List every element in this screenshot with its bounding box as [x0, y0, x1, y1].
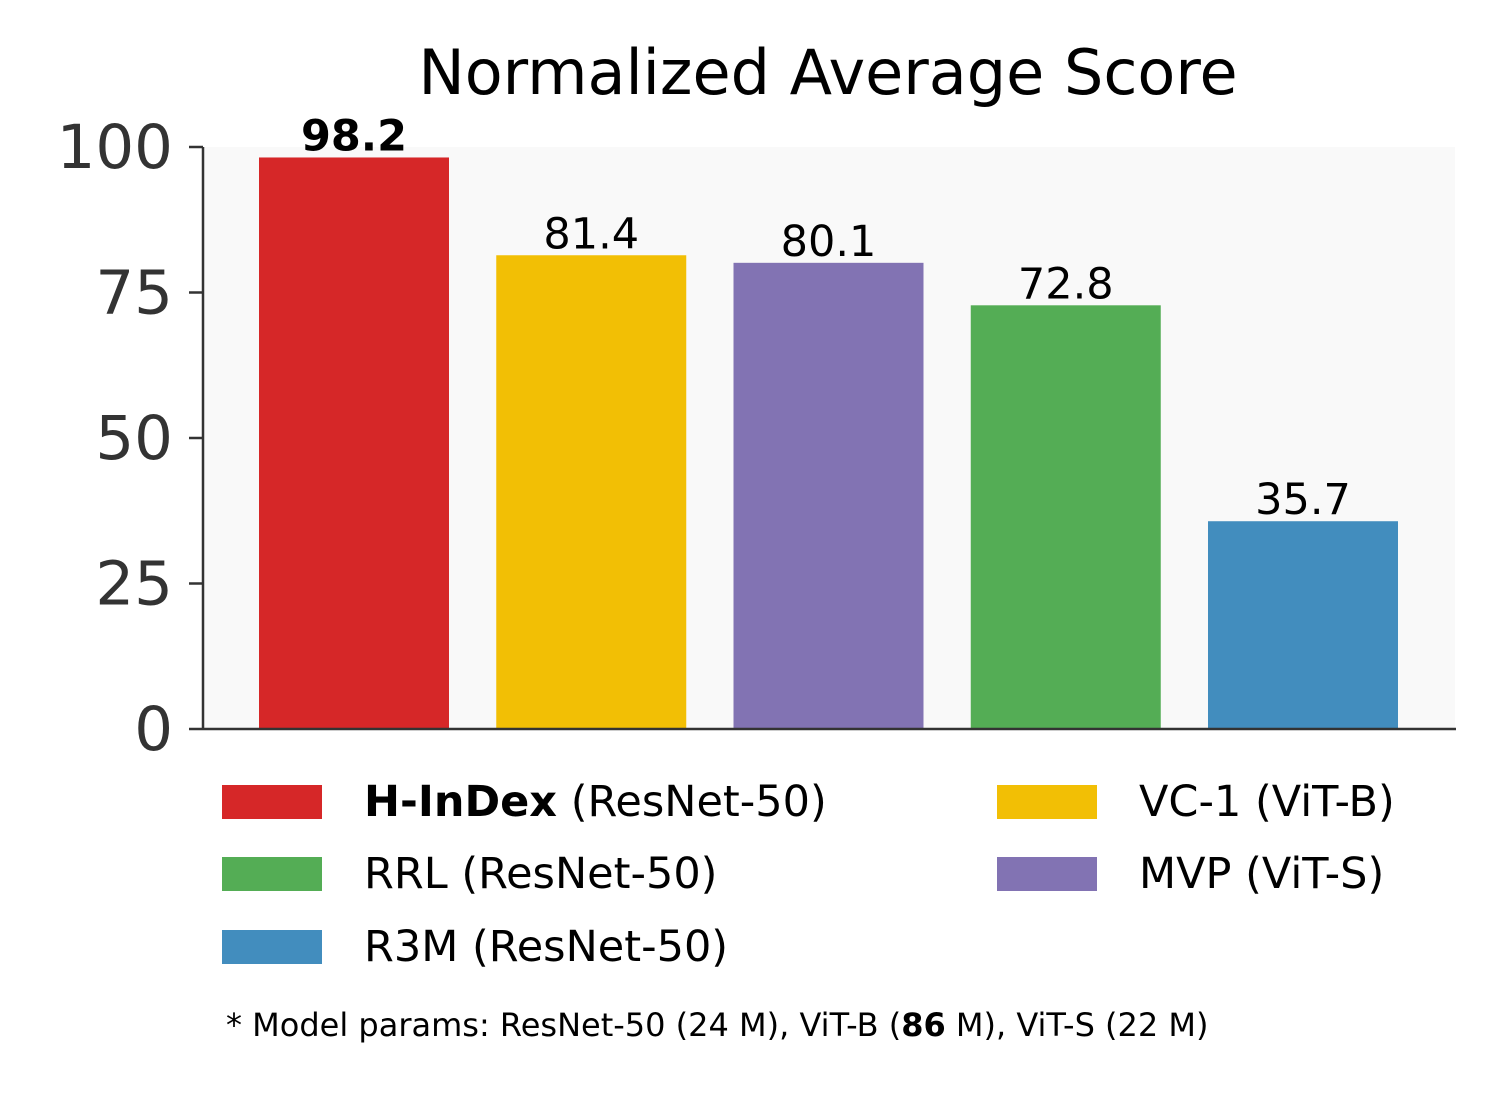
- value-labels-group: 98.2 81.4 80.1 72.8 35.7: [301, 111, 1351, 525]
- legend-swatch-4: [222, 930, 322, 964]
- footnote: * Model params: ResNet-50 (24 M), ViT-B …: [226, 1006, 1209, 1044]
- bar-value-label-0: 98.2: [301, 111, 407, 161]
- footnote-suffix: M), ViT-S (22 M): [945, 1006, 1209, 1044]
- legend-swatch-1: [997, 785, 1097, 819]
- legend-label-4: R3M (ResNet-50): [364, 922, 729, 972]
- legend-swatch-3: [997, 857, 1097, 891]
- chart-title: Normalized Average Score: [418, 36, 1237, 109]
- bar-value-label-2: 80.1: [781, 217, 877, 267]
- y-tick-label-25: 25: [95, 549, 173, 620]
- bar-2: [733, 262, 924, 729]
- bar-4: [1208, 521, 1398, 729]
- bar-0: [259, 157, 449, 729]
- legend-item-3: MVP (ViT-S): [997, 844, 1384, 904]
- bar-value-label-3: 72.8: [1018, 259, 1114, 309]
- legend-swatch-0: [222, 785, 322, 819]
- bar-3: [970, 305, 1161, 729]
- bar-value-label-4: 35.7: [1255, 475, 1351, 525]
- legend-swatch-2: [222, 857, 322, 891]
- legend-label-2: RRL (ResNet-50): [364, 849, 718, 899]
- y-axis: 0 25 50 75 100: [57, 112, 205, 765]
- legend-item-1: VC-1 (ViT-B): [997, 772, 1395, 832]
- legend-item-4: R3M (ResNet-50): [222, 917, 728, 977]
- y-tick-label-50: 50: [95, 403, 173, 474]
- legend-item-2: RRL (ResNet-50): [222, 844, 717, 904]
- legend-label-bold-0: H-InDex: [364, 777, 558, 827]
- y-tick-label-75: 75: [95, 258, 173, 329]
- bars-group: [259, 157, 1398, 729]
- footnote-bold: 86: [901, 1006, 946, 1044]
- legend: H-InDex (ResNet-50) VC-1 (ViT-B) RRL (ResN…: [222, 772, 1472, 982]
- legend-label-1: VC-1 (ViT-B): [1139, 777, 1395, 827]
- legend-label-3: MVP (ViT-S): [1139, 849, 1385, 899]
- y-tick-label-0: 0: [134, 694, 173, 765]
- legend-item-0: H-InDex (ResNet-50): [222, 772, 827, 832]
- y-tick-label-100: 100: [57, 112, 173, 183]
- bar-1: [496, 255, 687, 729]
- legend-label-0: H-InDex (ResNet-50): [364, 777, 827, 827]
- footnote-prefix: * Model params: ResNet-50 (24 M), ViT-B …: [226, 1006, 902, 1044]
- bar-value-label-1: 81.4: [543, 209, 639, 259]
